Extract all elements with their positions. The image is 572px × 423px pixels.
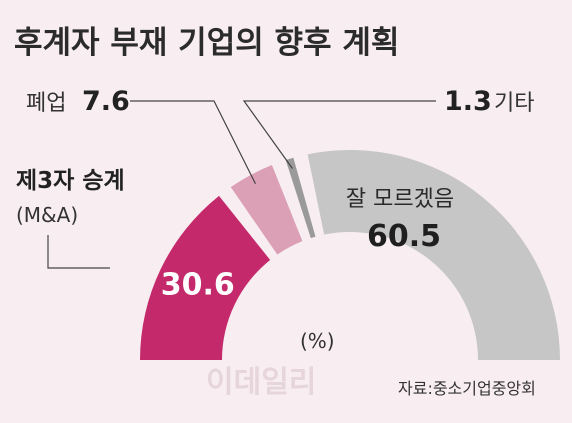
slice-labels: 제3자 승계 (M&A) 30.6 폐업 7.6 1.3 기타잘 모르겠음 60.5 <box>16 86 534 303</box>
other-value: 1.3 <box>444 86 492 117</box>
slice-other <box>285 157 316 239</box>
succession-label: 제3자 승계 <box>16 168 125 194</box>
chart-title: 후계자 부재 기업의 향후 계획 <box>14 25 399 61</box>
slice-closure <box>230 165 303 255</box>
other-leader <box>242 100 436 169</box>
donut-chart <box>140 150 560 360</box>
slice-unknown <box>307 150 560 360</box>
succession-sublabel: (M&A) <box>16 203 78 227</box>
source-note: 자료:중소기업중앙회 <box>398 379 536 398</box>
watermark: 이데일리 <box>206 365 316 400</box>
succession-value: 30.6 <box>161 268 235 303</box>
succession-leader <box>47 235 110 269</box>
unit-label: (%) <box>300 329 335 353</box>
unknown-value: 60.5 <box>367 219 441 254</box>
closure-leader <box>130 100 257 185</box>
unknown-label: 잘 모르겠음 <box>346 187 454 212</box>
closure-label: 폐업 <box>26 91 66 116</box>
closure-value: 7.6 <box>82 86 130 117</box>
leader-lines <box>47 100 436 269</box>
other-label: 기타 <box>494 91 534 116</box>
slice-succession <box>140 195 271 360</box>
